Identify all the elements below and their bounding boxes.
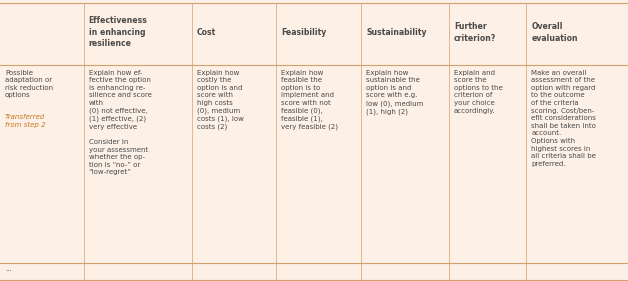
Text: Explain how
sustainable the
option is and
score with e.g.
low (0), medium
(1), h: Explain how sustainable the option is an… xyxy=(366,70,423,115)
Text: Further
criterion?: Further criterion? xyxy=(454,22,496,42)
Text: Make an overall
assessment of the
option with regard
to the outcome
of the crite: Make an overall assessment of the option… xyxy=(531,70,596,167)
Text: ...: ... xyxy=(5,266,12,272)
Text: Explain how ef-
fective the option
is enhancing re-
silience and score
with
(0) : Explain how ef- fective the option is en… xyxy=(89,70,151,176)
Text: Effectiveness
in enhancing
resilience: Effectiveness in enhancing resilience xyxy=(89,16,148,48)
Text: Explain and
score the
options to the
criterion of
your choice
accordingly.: Explain and score the options to the cri… xyxy=(454,70,503,114)
Text: Explain how
costly the
option is and
score with
high costs
(0), medium
costs (1): Explain how costly the option is and sco… xyxy=(197,70,244,130)
Text: Possible
adaptation or
risk reduction
options: Possible adaptation or risk reduction op… xyxy=(5,70,53,98)
Text: Sustainability: Sustainability xyxy=(366,28,426,37)
Text: Cost: Cost xyxy=(197,28,216,37)
Text: Overall
evaluation: Overall evaluation xyxy=(531,22,578,42)
Text: Feasibility: Feasibility xyxy=(281,28,327,37)
Text: Explain how
feasible the
option is to
implement and
score with not
feasible (0),: Explain how feasible the option is to im… xyxy=(281,70,338,130)
Text: Transferred
from step 2: Transferred from step 2 xyxy=(5,114,46,128)
